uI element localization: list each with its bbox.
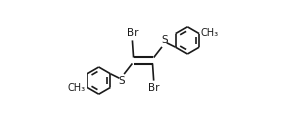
Text: Br: Br (148, 83, 159, 93)
Text: S: S (161, 35, 168, 45)
Text: CH₃: CH₃ (200, 28, 218, 38)
Text: S: S (119, 76, 125, 86)
Text: CH₃: CH₃ (68, 83, 86, 93)
Text: Br: Br (127, 28, 138, 38)
